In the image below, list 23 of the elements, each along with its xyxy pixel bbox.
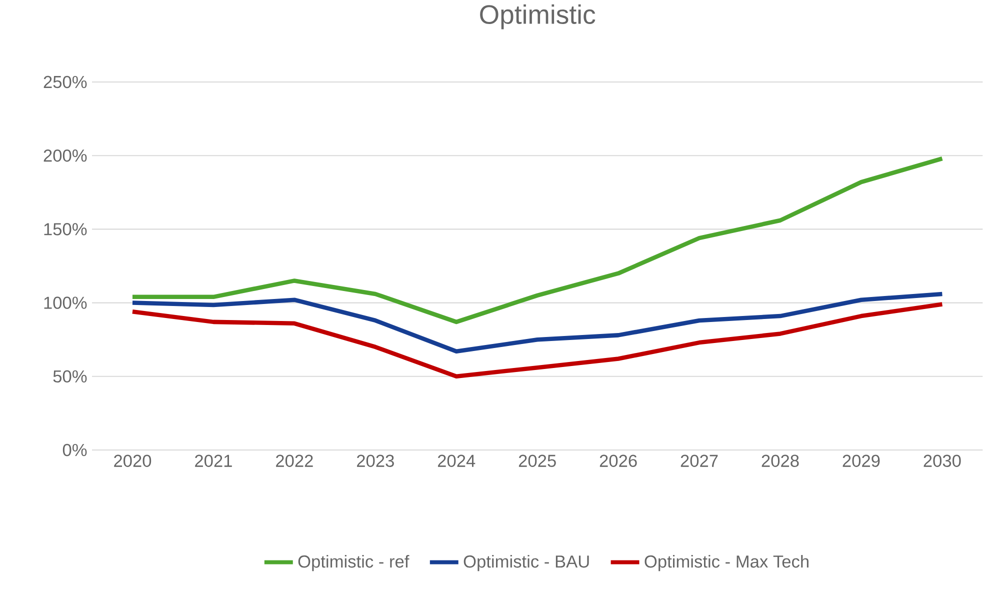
legend-label: Optimistic - ref: [298, 554, 410, 572]
x-tick-label: 2024: [438, 454, 476, 467]
x-tick-label: 2029: [842, 454, 880, 467]
x-tick-label: 2020: [114, 454, 152, 467]
x-tick-label: 2028: [762, 454, 799, 467]
line-series: [130, 302, 944, 379]
y-tick-label: 250%: [44, 76, 87, 88]
line-series: [130, 292, 944, 354]
x-tick-label: 2025: [518, 454, 556, 467]
x-tick-label: 2021: [195, 454, 232, 467]
legend-label: Optimistic - BAU: [464, 554, 589, 572]
x-tick-label: 2022: [276, 454, 313, 467]
legend-label: Optimistic - Max Tech: [644, 554, 808, 572]
x-tick-label: 2030: [924, 454, 961, 467]
chart-title: Optimistic: [480, 4, 596, 30]
y-tick-label: 50%: [53, 370, 87, 383]
y-tick-label: 150%: [44, 223, 87, 236]
x-tick-label: 2023: [357, 454, 394, 467]
x-tick-label: 2027: [680, 454, 718, 467]
y-tick-label: 0%: [62, 444, 87, 456]
y-tick-label: 200%: [44, 149, 87, 162]
x-tick-label: 2026: [600, 454, 637, 467]
y-tick-label: 100%: [44, 296, 87, 309]
